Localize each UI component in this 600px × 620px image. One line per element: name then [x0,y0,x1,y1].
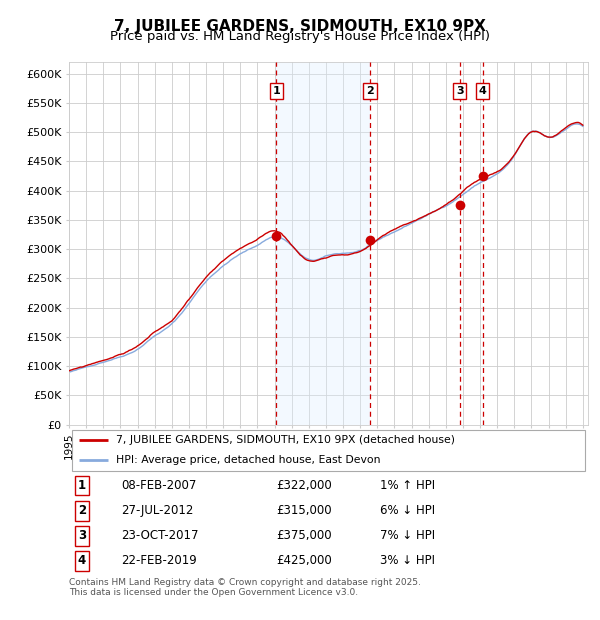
Text: 1% ↑ HPI: 1% ↑ HPI [380,479,436,492]
Text: £375,000: £375,000 [277,529,332,542]
Text: 1: 1 [78,479,86,492]
Text: 3: 3 [456,86,464,96]
Text: 7, JUBILEE GARDENS, SIDMOUTH, EX10 9PX (detached house): 7, JUBILEE GARDENS, SIDMOUTH, EX10 9PX (… [116,435,455,445]
Text: £425,000: £425,000 [277,554,332,567]
Text: 3% ↓ HPI: 3% ↓ HPI [380,554,436,567]
Text: 23-OCT-2017: 23-OCT-2017 [121,529,199,542]
FancyBboxPatch shape [71,430,586,471]
Text: 2: 2 [78,504,86,517]
Text: 7% ↓ HPI: 7% ↓ HPI [380,529,436,542]
Text: 2: 2 [366,86,374,96]
Bar [276,62,370,425]
Text: £315,000: £315,000 [277,504,332,517]
Text: 1: 1 [272,86,280,96]
Text: 6% ↓ HPI: 6% ↓ HPI [380,504,436,517]
Text: 7, JUBILEE GARDENS, SIDMOUTH, EX10 9PX: 7, JUBILEE GARDENS, SIDMOUTH, EX10 9PX [114,19,486,33]
Text: 4: 4 [479,86,487,96]
Text: 27-JUL-2012: 27-JUL-2012 [121,504,193,517]
Text: £322,000: £322,000 [277,479,332,492]
Text: 08-FEB-2007: 08-FEB-2007 [121,479,196,492]
Text: HPI: Average price, detached house, East Devon: HPI: Average price, detached house, East… [116,455,380,466]
Text: 4: 4 [78,554,86,567]
Text: Price paid vs. HM Land Registry's House Price Index (HPI): Price paid vs. HM Land Registry's House … [110,30,490,43]
Text: Contains HM Land Registry data © Crown copyright and database right 2025.
This d: Contains HM Land Registry data © Crown c… [69,578,421,597]
Text: 22-FEB-2019: 22-FEB-2019 [121,554,197,567]
Text: 3: 3 [78,529,86,542]
